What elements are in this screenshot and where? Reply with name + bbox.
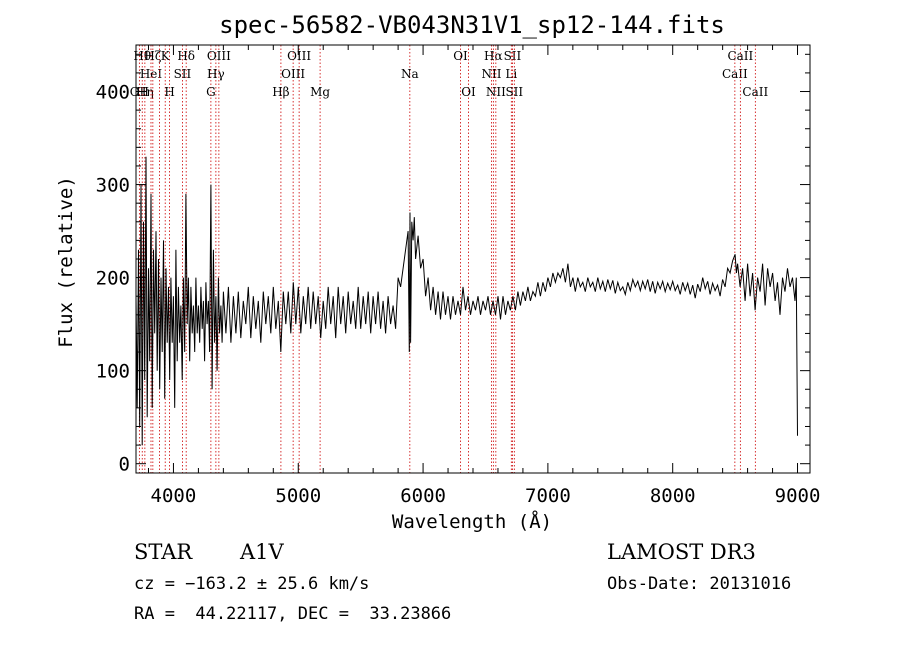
plot-frame: [135, 44, 811, 474]
y-axis-label: Flux (relative): [55, 176, 77, 348]
chart-title: spec-56582-VB043N31V1_sp12-144.fits: [219, 11, 725, 39]
survey-name: LAMOST DR3: [607, 540, 756, 564]
line-label: OI: [453, 49, 468, 63]
line-label: Hζ: [144, 49, 161, 63]
line-label: K: [161, 49, 171, 63]
line-label: Hγ: [207, 67, 225, 81]
line-label: Hδ: [177, 49, 195, 63]
line-label: OIII: [207, 49, 231, 63]
line-label: H: [164, 85, 174, 99]
x-tick-label: 8000: [650, 485, 696, 507]
line-label: SII: [174, 67, 192, 81]
line-label: Na: [401, 67, 419, 81]
line-label: OIII: [287, 49, 311, 63]
x-tick-label: 4000: [151, 485, 197, 507]
line-label: OI: [461, 85, 476, 99]
y-tick-label: 100: [96, 361, 130, 383]
line-label: NII: [486, 85, 506, 99]
y-tick-label: 0: [119, 454, 130, 476]
line-label: SII: [504, 49, 522, 63]
x-tick-label: 7000: [525, 485, 571, 507]
line-label: Hα: [484, 49, 503, 63]
line-label: CaII: [742, 85, 768, 99]
line-label: SII: [505, 85, 523, 99]
redshift-text: cz = −163.2 ± 25.6 km/s: [134, 574, 370, 594]
line-label: OIII: [281, 67, 305, 81]
x-tick-label: 5000: [275, 485, 321, 507]
coordinates-text: RA = 44.22117, DEC = 33.23866: [134, 604, 452, 624]
object-class: STAR: [134, 540, 193, 564]
line-label: Hθ: [133, 49, 151, 63]
line-label: CaII: [722, 67, 748, 81]
obs-date-text: Obs-Date: 20131016: [607, 574, 792, 594]
y-tick-label: 200: [96, 268, 130, 290]
y-tick-label: 400: [96, 82, 130, 104]
x-tick-label: 9000: [775, 485, 821, 507]
y-tick-label: 300: [96, 175, 130, 197]
line-label: NII: [481, 67, 501, 81]
spectrum-series-line: [135, 156, 798, 446]
x-tick-label: 6000: [400, 485, 446, 507]
line-label: CaII: [727, 49, 753, 63]
axis-ticks: 4000 5000 6000 7000 8000 9000 0 100 200 300 400: [96, 45, 821, 507]
x-axis-label: Wavelength (Å): [392, 510, 552, 533]
line-label: Li: [505, 67, 517, 81]
line-label: Hβ: [272, 85, 289, 99]
object-subclass: A1V: [240, 540, 284, 564]
line-label: Mg: [310, 85, 330, 99]
line-label: G: [206, 85, 216, 99]
line-label: HeI: [140, 67, 163, 81]
